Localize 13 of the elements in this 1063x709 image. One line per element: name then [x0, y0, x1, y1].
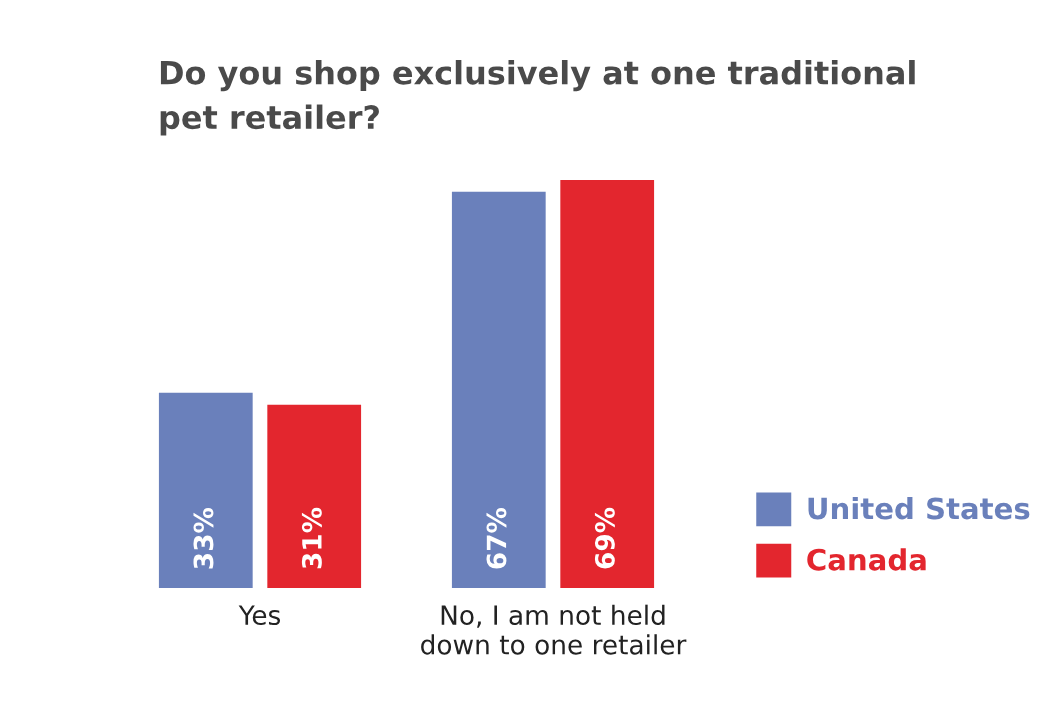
bar	[267, 404, 362, 588]
data-label: 31%	[301, 507, 322, 569]
data-label: 33%	[193, 507, 214, 569]
chart-title: Do you shop exclusively at one traditional pet retailer?	[160, 60, 915, 136]
legend-label: United States	[808, 496, 1030, 520]
bar	[158, 392, 253, 588]
x-tick-label: No, I am not held down to one retailer	[421, 604, 687, 655]
bar	[451, 191, 546, 588]
bar	[560, 180, 655, 588]
legend-label: Canada	[807, 548, 926, 571]
data-label: 67%	[486, 507, 507, 569]
data-label: 69%	[594, 507, 615, 569]
x-tick-label: Yes	[238, 605, 281, 626]
